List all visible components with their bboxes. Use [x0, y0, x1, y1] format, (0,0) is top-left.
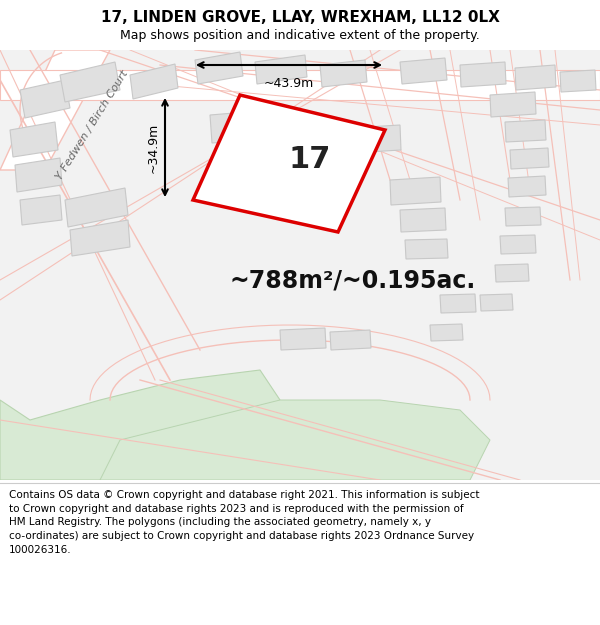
- Polygon shape: [390, 177, 441, 205]
- Polygon shape: [320, 60, 367, 87]
- Polygon shape: [280, 328, 326, 350]
- Polygon shape: [505, 120, 546, 142]
- Polygon shape: [280, 118, 341, 147]
- Text: 17, LINDEN GROVE, LLAY, WREXHAM, LL12 0LX: 17, LINDEN GROVE, LLAY, WREXHAM, LL12 0L…: [101, 10, 499, 25]
- Polygon shape: [440, 294, 476, 313]
- Polygon shape: [560, 70, 596, 92]
- Polygon shape: [20, 80, 70, 118]
- Polygon shape: [400, 208, 446, 232]
- Polygon shape: [405, 239, 448, 259]
- Text: ~788m²/~0.195ac.: ~788m²/~0.195ac.: [230, 268, 476, 292]
- Polygon shape: [195, 52, 243, 84]
- Text: Map shows position and indicative extent of the property.: Map shows position and indicative extent…: [120, 29, 480, 42]
- Polygon shape: [505, 207, 541, 226]
- Text: Y Fedwen / Birch Court: Y Fedwen / Birch Court: [54, 69, 130, 181]
- Polygon shape: [100, 400, 490, 480]
- Polygon shape: [508, 176, 546, 197]
- Polygon shape: [400, 58, 447, 84]
- Polygon shape: [130, 64, 178, 99]
- Polygon shape: [430, 324, 463, 341]
- Polygon shape: [490, 92, 536, 117]
- Polygon shape: [65, 188, 128, 227]
- Polygon shape: [70, 220, 130, 256]
- Text: ~43.9m: ~43.9m: [264, 77, 314, 90]
- Polygon shape: [20, 195, 62, 225]
- Polygon shape: [193, 95, 385, 232]
- Polygon shape: [330, 330, 371, 350]
- Polygon shape: [240, 155, 298, 190]
- Polygon shape: [480, 294, 513, 311]
- Polygon shape: [495, 264, 529, 282]
- Text: ~34.9m: ~34.9m: [147, 122, 160, 172]
- Text: Contains OS data © Crown copyright and database right 2021. This information is : Contains OS data © Crown copyright and d…: [9, 490, 479, 554]
- Polygon shape: [460, 62, 506, 87]
- Polygon shape: [255, 55, 307, 84]
- Text: 17: 17: [289, 146, 331, 174]
- Polygon shape: [0, 50, 110, 170]
- Polygon shape: [350, 125, 401, 153]
- Polygon shape: [10, 122, 58, 157]
- Polygon shape: [60, 62, 120, 102]
- Polygon shape: [15, 158, 62, 192]
- Polygon shape: [500, 235, 536, 254]
- Polygon shape: [0, 370, 280, 480]
- Polygon shape: [510, 148, 549, 169]
- Polygon shape: [210, 110, 272, 143]
- Polygon shape: [0, 70, 600, 100]
- Polygon shape: [515, 65, 556, 90]
